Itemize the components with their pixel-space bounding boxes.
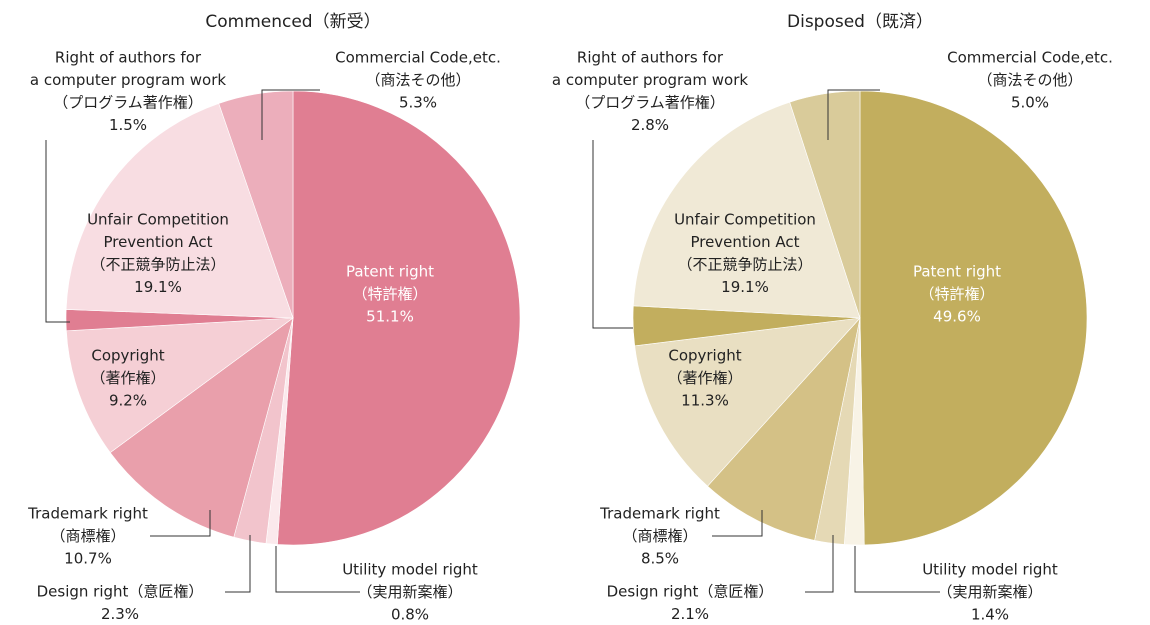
slice-label: （商標権）: [50, 527, 125, 545]
slice-value-label: 49.6%: [933, 308, 981, 326]
pie-slice: [707, 316, 861, 541]
slice-value-label: 2.3%: [101, 605, 139, 623]
slice-label: Patent right: [913, 263, 1001, 281]
slice-label: Trademark right: [599, 505, 720, 523]
slice-label: a computer program work: [552, 71, 748, 89]
slice-label: Unfair Competition: [87, 211, 229, 229]
slice-value-label: 19.1%: [721, 278, 769, 296]
pie-slice: [65, 103, 294, 319]
slice-label: a computer program work: [30, 71, 226, 89]
slice-label: Copyright: [668, 347, 741, 365]
slice-label: Unfair Competition: [674, 211, 816, 229]
chart-title: Commenced（新受）: [205, 12, 380, 32]
slice-label: Right of authors for: [577, 49, 724, 67]
slice-label: Trademark right: [27, 505, 148, 523]
slice-value-label: 10.7%: [64, 550, 112, 568]
slice-value-label: 5.0%: [1011, 94, 1049, 112]
leader-line: [261, 89, 320, 140]
slice-label: Utility model right: [922, 561, 1058, 579]
pie-slice: [634, 317, 861, 487]
pie-slice: [633, 101, 861, 319]
leader-line: [225, 535, 251, 593]
slice-label: Commercial Code,etc.: [335, 49, 501, 67]
slice-label: （特許権）: [352, 285, 427, 303]
slice-label: （不正競争防止法）: [677, 256, 812, 274]
slice-value-label: 1.5%: [109, 116, 147, 134]
slice-value-label: 1.4%: [971, 606, 1009, 624]
slice-label: （実用新案権）: [937, 583, 1042, 601]
pie-slice: [218, 90, 294, 319]
slice-label: （商法その他）: [365, 71, 470, 89]
leader-line: [805, 535, 834, 593]
leader-line: [150, 510, 211, 537]
slice-value-label: 51.1%: [366, 308, 414, 326]
slice-label: Prevention Act: [690, 233, 799, 251]
pie-slice: [66, 317, 294, 453]
leader-line: [827, 89, 880, 140]
slice-label: Right of authors for: [55, 49, 202, 67]
slice-label: （商標権）: [622, 527, 697, 545]
leader-line: [275, 546, 360, 593]
slice-label: Patent right: [346, 263, 434, 281]
slice-value-label: 9.2%: [109, 392, 147, 410]
slice-value-label: 2.8%: [631, 116, 669, 134]
slice-value-label: 8.5%: [641, 550, 679, 568]
slice-label: Commercial Code,etc.: [947, 49, 1113, 67]
slice-label: Prevention Act: [103, 233, 212, 251]
slice-value-label: 11.3%: [681, 392, 729, 410]
slice-label: （商法その他）: [977, 71, 1082, 89]
slice-value-label: 19.1%: [134, 278, 182, 296]
slice-label: Design right（意匠権）: [37, 583, 204, 601]
slice-label: Copyright: [91, 347, 164, 365]
pie-slice: [109, 317, 294, 538]
chart-title: Disposed（既済）: [787, 12, 933, 32]
slice-value-label: 0.8%: [391, 606, 429, 624]
slice-label: Design right（意匠権）: [607, 583, 774, 601]
slice-label: Utility model right: [342, 561, 478, 579]
pie-slice: [859, 90, 1088, 546]
slice-value-label: 2.1%: [671, 605, 709, 623]
pie-slice: [789, 90, 861, 319]
pie-slice: [277, 90, 521, 546]
slice-label: （プログラム著作権）: [575, 94, 725, 112]
slice-value-label: 5.3%: [399, 94, 437, 112]
slice-label: （著作権）: [90, 369, 165, 387]
leader-line: [712, 510, 763, 537]
leader-line: [45, 140, 70, 323]
slice-label: （不正競争防止法）: [90, 256, 225, 274]
slice-label: （実用新案権）: [357, 583, 462, 601]
leader-line: [854, 546, 940, 593]
slice-label: （特許権）: [919, 285, 994, 303]
slice-label: （プログラム著作権）: [53, 94, 203, 112]
leader-line: [592, 140, 633, 329]
slice-label: （著作権）: [667, 369, 742, 387]
